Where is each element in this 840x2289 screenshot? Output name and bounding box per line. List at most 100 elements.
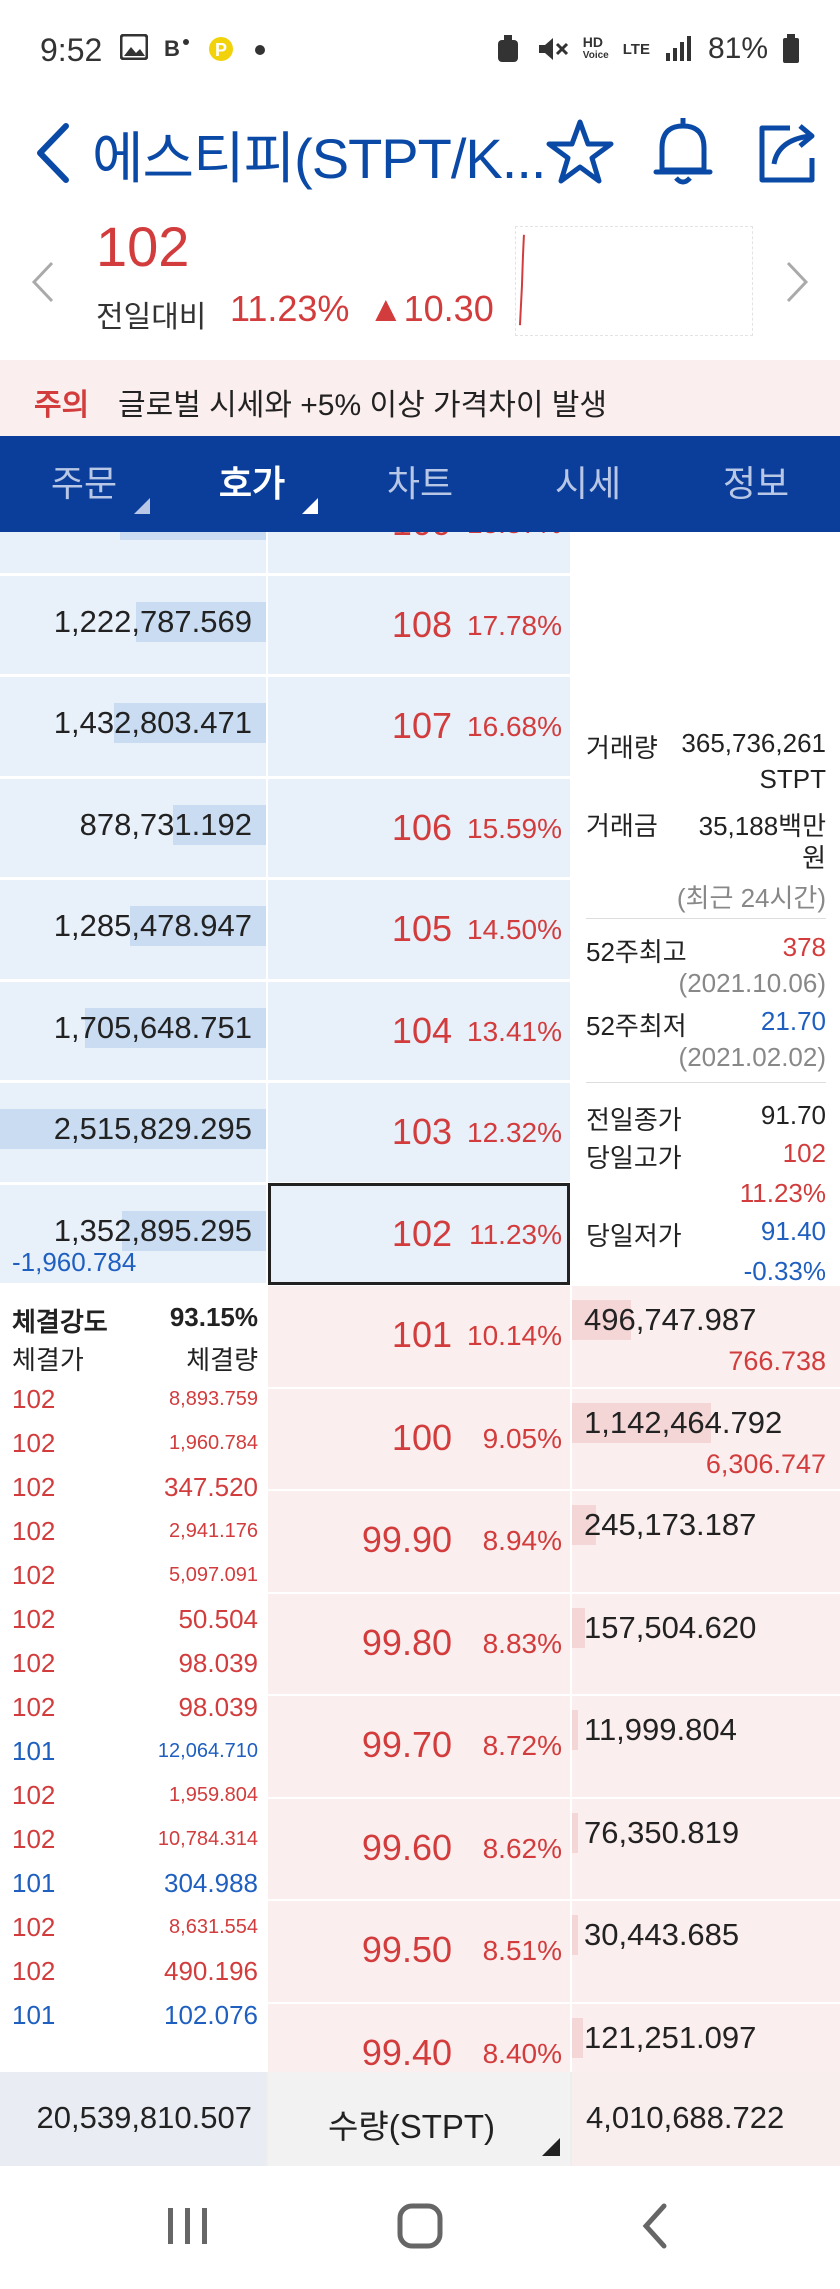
bid-qty-cell[interactable]: 11,999.804: [572, 1696, 840, 1797]
trade-qty: 50.504: [178, 1604, 258, 1634]
unit-selector[interactable]: 수량(STPT): [268, 2072, 570, 2166]
recent-apps-icon[interactable]: [148, 2196, 228, 2256]
sparkline-chart[interactable]: [515, 226, 753, 336]
ask-price: 104: [391, 1009, 452, 1051]
trade-price: 102: [12, 1912, 56, 1942]
bid-price-cell[interactable]: 99.80 8.83%: [268, 1593, 570, 1694]
bid-price: 99.80: [361, 1621, 452, 1663]
total-bid-qty: 4,010,688.722: [586, 2100, 785, 2135]
ask-price-pct: 15.59%: [467, 812, 562, 844]
p-icon: P: [209, 37, 233, 61]
ask-qty-cell[interactable]: 1,352,895.295 -1,960.784: [0, 1184, 266, 1283]
bid-price-cell[interactable]: 99.50 8.51%: [268, 1901, 570, 2002]
trade-row: 102 1,960.784: [0, 1428, 266, 1468]
bid-qty-cell[interactable]: 157,504.620: [572, 1593, 840, 1694]
prev-close-value: 91.70: [760, 1100, 826, 1130]
bid-price-cell[interactable]: 99.70 8.72%: [268, 1696, 570, 1797]
trade-price: 102: [12, 1824, 56, 1854]
trade-qty: 98.039: [178, 1692, 258, 1722]
ask-qty-cell[interactable]: 1,705,648.751: [0, 981, 266, 1080]
ask-qty-cell[interactable]: 1,432,803.471: [0, 677, 266, 776]
price-summary: 102 전일대비 11.23% ▲10.30: [0, 210, 840, 360]
bid-qty-cell[interactable]: 496,747.987 766.738: [572, 1286, 840, 1387]
bid-qty: 30,443.685: [584, 1917, 740, 1952]
bid-price-cell[interactable]: 99.60 8.62%: [268, 1798, 570, 1899]
ask-volume-bar: [120, 532, 266, 540]
tab-4[interactable]: 정보: [672, 436, 840, 532]
order-book: 109 18.87% 1,222,787.569 108 17.78% 1,432,803…: [0, 532, 840, 2072]
bid-price-cell[interactable]: 99.90 8.94%: [268, 1491, 570, 1592]
bid-volume-bar: [572, 1710, 578, 1750]
status-time: 9:52: [40, 32, 103, 68]
status-bar: 9:52 B P HD Voice LTE 81%: [0, 0, 840, 100]
ask-price-cell[interactable]: 104 13.41%: [268, 981, 570, 1080]
ask-price-cell[interactable]: 105 14.50%: [268, 880, 570, 979]
tab-2[interactable]: 차트: [336, 436, 504, 532]
bid-qty-cell[interactable]: 245,173.187: [572, 1491, 840, 1592]
ask-price-cell[interactable]: 106 15.59%: [268, 778, 570, 877]
bid-qty-cell[interactable]: 1,142,464.792 6,306.747: [572, 1388, 840, 1489]
total-ask-cell: 20,539,810.507: [0, 2072, 266, 2166]
trade-qty: 490.196: [164, 1956, 258, 1986]
warning-tag: 주의: [34, 389, 90, 422]
bid-price-cell[interactable]: 100 9.05%: [268, 1388, 570, 1489]
svg-text:P: P: [215, 40, 227, 60]
trade-row: 102 1,959.804: [0, 1780, 266, 1820]
ask-price-pct: 16.68%: [467, 711, 562, 742]
trade-qty: 304.988: [164, 1868, 258, 1898]
ask-price-cell[interactable]: 109 18.87%: [268, 532, 570, 573]
tab-1[interactable]: 호가: [168, 436, 336, 532]
bell-icon[interactable]: [648, 114, 718, 190]
ask-price-cell[interactable]: 107 16.68%: [268, 677, 570, 776]
trade-price: 102: [12, 1692, 56, 1722]
ask-qty-cell[interactable]: 2,515,829.295: [0, 1083, 266, 1182]
back-icon[interactable]: [28, 118, 78, 188]
volume-label: 거래량: [586, 733, 658, 763]
tab-label: 호가: [218, 463, 286, 504]
current-price-row[interactable]: 102 11.23%: [268, 1185, 570, 1284]
trade-strength-label: 체결강도: [12, 1307, 108, 1337]
tab-3[interactable]: 시세: [504, 436, 672, 532]
trade-price: 101: [12, 1868, 56, 1898]
star-icon[interactable]: [545, 114, 615, 190]
back-nav-icon[interactable]: [616, 2196, 696, 2256]
bid-price-cell[interactable]: 101 10.14%: [268, 1286, 570, 1387]
bid-price-pct: 8.40%: [482, 2037, 562, 2069]
bid-volume-bar: [572, 1812, 578, 1853]
day-high-pct: 11.23%: [739, 1178, 826, 1208]
ask-qty-cell[interactable]: 1,285,478.947: [0, 880, 266, 979]
ask-volume-bar: [173, 804, 266, 845]
trade-price: 102: [12, 1428, 56, 1458]
unit-selector-caret-icon: [542, 2138, 560, 2156]
warning-message: 글로벌 시세와 +5% 이상 가격차이 발생: [118, 389, 607, 422]
ask-price: 108: [391, 603, 452, 645]
day-low-label: 당일저가: [586, 1221, 682, 1251]
trade-price: 102: [12, 1472, 56, 1502]
bid-price-pct: 8.94%: [482, 1525, 562, 1556]
trade-qty: 102.076: [164, 2000, 258, 2030]
bid-qty-cell[interactable]: 30,443.685: [572, 1901, 840, 2002]
tab-0[interactable]: 주문: [0, 436, 168, 532]
bid-price-pct: 8.51%: [482, 1935, 562, 1966]
ask-qty-cell[interactable]: 878,731.192: [0, 778, 266, 877]
ask-qty-cell[interactable]: 1,222,787.569: [0, 575, 266, 674]
ask-qty-cell[interactable]: [0, 532, 266, 573]
bid-price-cell[interactable]: 99.40 8.40%: [268, 2003, 570, 2072]
ask-qty: 2,515,829.295: [53, 1111, 252, 1146]
bid-volume-bar: [572, 1402, 711, 1443]
svg-text:B: B: [164, 36, 180, 61]
day-high-label: 당일고가: [586, 1143, 682, 1173]
battery-icon: [783, 34, 799, 63]
ask-qty: 1,352,895.295: [53, 1212, 252, 1248]
ask-price-cell[interactable]: 103 12.32%: [268, 1083, 570, 1182]
column-divider: [266, 532, 268, 2072]
bid-qty-cell[interactable]: 76,350.819: [572, 1798, 840, 1899]
share-icon[interactable]: [752, 114, 822, 190]
prev-coin-icon[interactable]: [30, 260, 56, 304]
system-icons: HD Voice LTE 81%: [495, 32, 800, 66]
home-icon[interactable]: [380, 2196, 460, 2256]
ask-price-cell[interactable]: 108 17.78%: [268, 575, 570, 674]
ask-volume-bar: [136, 601, 266, 642]
next-coin-icon[interactable]: [784, 260, 810, 304]
bid-qty-cell[interactable]: 121,251.097: [572, 2003, 840, 2072]
